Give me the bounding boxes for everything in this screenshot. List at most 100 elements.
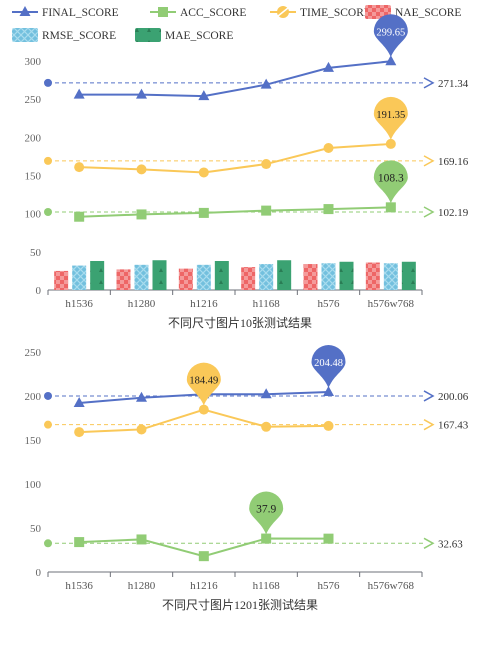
chart1-final-score-point	[136, 88, 147, 99]
chart1-final-score-max-pin	[373, 14, 408, 58]
chart1-time-score-max-label: 191.35	[376, 110, 405, 121]
chart1-xtick-label-h576w768: h576w768	[368, 298, 415, 310]
chart2-final-score-point	[323, 386, 334, 397]
chart1-acc-score-avg-arrow	[423, 206, 435, 218]
chart2-final-score-point	[73, 397, 85, 408]
chart1-final-score-point	[260, 78, 272, 89]
chart1-final-score-max-label: 299.65	[376, 27, 405, 38]
chart2-acc-score-avg-arrow	[423, 537, 435, 549]
chart2-acc-score-avg-start	[44, 539, 52, 548]
chart2-acc-score-point	[323, 533, 334, 544]
chart1-final-score-avg-label: 271.34	[438, 78, 469, 90]
chart2-ytick-label: 100	[25, 479, 42, 491]
chart2-xtick-label-h1536: h1536	[65, 580, 93, 592]
legend-final-score-swatch	[19, 6, 31, 16]
legend-mae-score-swatch	[135, 28, 161, 42]
chart1-acc-score-point	[74, 211, 85, 222]
chart1-bar-nae-score	[303, 264, 318, 290]
chart2-time-score-max-label: 184.49	[189, 376, 218, 387]
chart1-time-score-point	[136, 164, 147, 175]
chart1-final-score-line	[79, 60, 391, 98]
chart2-acc-score-point	[261, 533, 272, 544]
chart1-xtick-label-h1280: h1280	[128, 298, 156, 310]
legend-mae-score-label: MAE_SCORE	[165, 30, 233, 42]
chart1-acc-score-point	[261, 205, 272, 216]
chart1-time-score-line	[79, 142, 391, 174]
chart1-acc-score-avg-start	[44, 207, 52, 216]
chart1-ytick-label: 150	[25, 171, 42, 183]
legend-item-rmse-score: RMSE_SCORE	[12, 28, 116, 42]
chart2-final-score-avg-label: 200.06	[438, 391, 469, 403]
chart2-xtick-label-h1168: h1168	[253, 580, 281, 592]
chart2-final-score-avg-arrow	[423, 390, 435, 402]
chart2-ytick-label: 200	[25, 391, 42, 403]
chart1-final-score-point	[323, 61, 334, 72]
legend-item-time-score: TIME_SCORE	[270, 6, 371, 19]
chart1-bar-nae-score	[241, 267, 256, 290]
chart2-time-score-avg-label: 167.43	[438, 420, 469, 432]
chart2-time-score-point	[74, 427, 85, 438]
chart1-bar-nae-score	[365, 262, 380, 290]
chart1-ytick-label: 300	[25, 56, 42, 68]
legend-acc-score-label: ACC_SCORE	[180, 7, 246, 19]
chart1-ytick-label: 50	[30, 247, 42, 259]
chart1-time-score-point	[74, 162, 85, 173]
chart2-acc-score-point	[74, 537, 85, 548]
chart2-final-score-point	[136, 391, 147, 402]
chart1-bar-rmse-score	[383, 263, 398, 290]
chart1-time-score-avg-arrow	[423, 155, 435, 167]
chart1-bar-mae-score	[214, 260, 229, 290]
legend-final-score-label: FINAL_SCORE	[42, 7, 119, 19]
chart1-bar-nae-score	[178, 268, 193, 290]
chart1-acc-score-point	[323, 204, 334, 215]
chart2-acc-score-point	[136, 534, 147, 545]
chart1-acc-score-max-label: 108.3	[378, 172, 404, 184]
chart2-ytick-label: 250	[25, 347, 42, 359]
chart2-acc-score-max-label: 37.9	[256, 504, 276, 516]
legend-item-mae-score: MAE_SCORE	[135, 28, 233, 42]
legend-acc-score-swatch	[158, 7, 168, 17]
chart1-ytick-label: 100	[25, 209, 42, 221]
chart2-ytick-label: 50	[30, 523, 42, 535]
chart2-time-score-point	[198, 404, 209, 415]
legend-item-acc-score: ACC_SCORE	[150, 7, 246, 19]
chart1-bar-rmse-score	[134, 264, 149, 290]
chart2-final-score-max-pin	[311, 345, 346, 389]
chart1-xtick-label-h576: h576	[318, 298, 341, 310]
legend-rmse-score-swatch	[12, 28, 38, 42]
chart2-title: 不同尺寸图片1201张测试结果	[162, 597, 318, 612]
legend-nae-score-label: NAE_SCORE	[395, 7, 461, 19]
chart1-time-score-point	[198, 167, 209, 178]
chart1-acc-score-point	[136, 209, 147, 220]
chart2-final-score-avg-start	[44, 391, 52, 400]
chart1-acc-score-avg-label: 102.19	[438, 207, 469, 219]
legend-time-score-label: TIME_SCORE	[300, 7, 371, 19]
chart1-final-score-avg-start	[44, 78, 52, 87]
chart2-xtick-label-h576w768: h576w768	[368, 580, 415, 592]
chart1-bar-rmse-score	[321, 263, 336, 290]
chart1-bar-mae-score	[152, 260, 167, 290]
legend: FINAL_SCORE ACC_SCORE TIME_SCORE NAE_SCORE R…	[12, 5, 461, 42]
chart1-final-score-point	[385, 55, 397, 66]
chart1-time-score-avg-label: 169.16	[438, 156, 469, 168]
chart1-title: 不同尺寸图片10张测试结果	[168, 315, 312, 330]
chart1-bar-rmse-score	[259, 264, 274, 290]
chart1-time-score-point	[385, 138, 396, 149]
chart1-xtick-label-h1216: h1216	[190, 298, 218, 310]
chart1-bar-mae-score	[339, 261, 354, 290]
chart1-acc-score-point	[198, 207, 209, 218]
chart1-time-score-max-pin	[373, 96, 408, 140]
chart2-acc-score-max-pin	[249, 491, 284, 535]
chart1-xtick-label-h1168: h1168	[253, 298, 281, 310]
chart2-ytick-label: 150	[25, 435, 42, 447]
chart1-time-score-avg-start	[44, 156, 52, 165]
chart2-acc-score-point	[198, 551, 209, 562]
chart2-final-score-point	[260, 388, 272, 399]
chart1-final-score-avg-arrow	[423, 77, 435, 89]
chart1-final-score-point	[198, 90, 210, 101]
chart2-xtick-label-h1216: h1216	[190, 580, 218, 592]
legend-item-final-score: FINAL_SCORE	[12, 6, 119, 19]
chart2-time-score-avg-start	[44, 420, 52, 429]
